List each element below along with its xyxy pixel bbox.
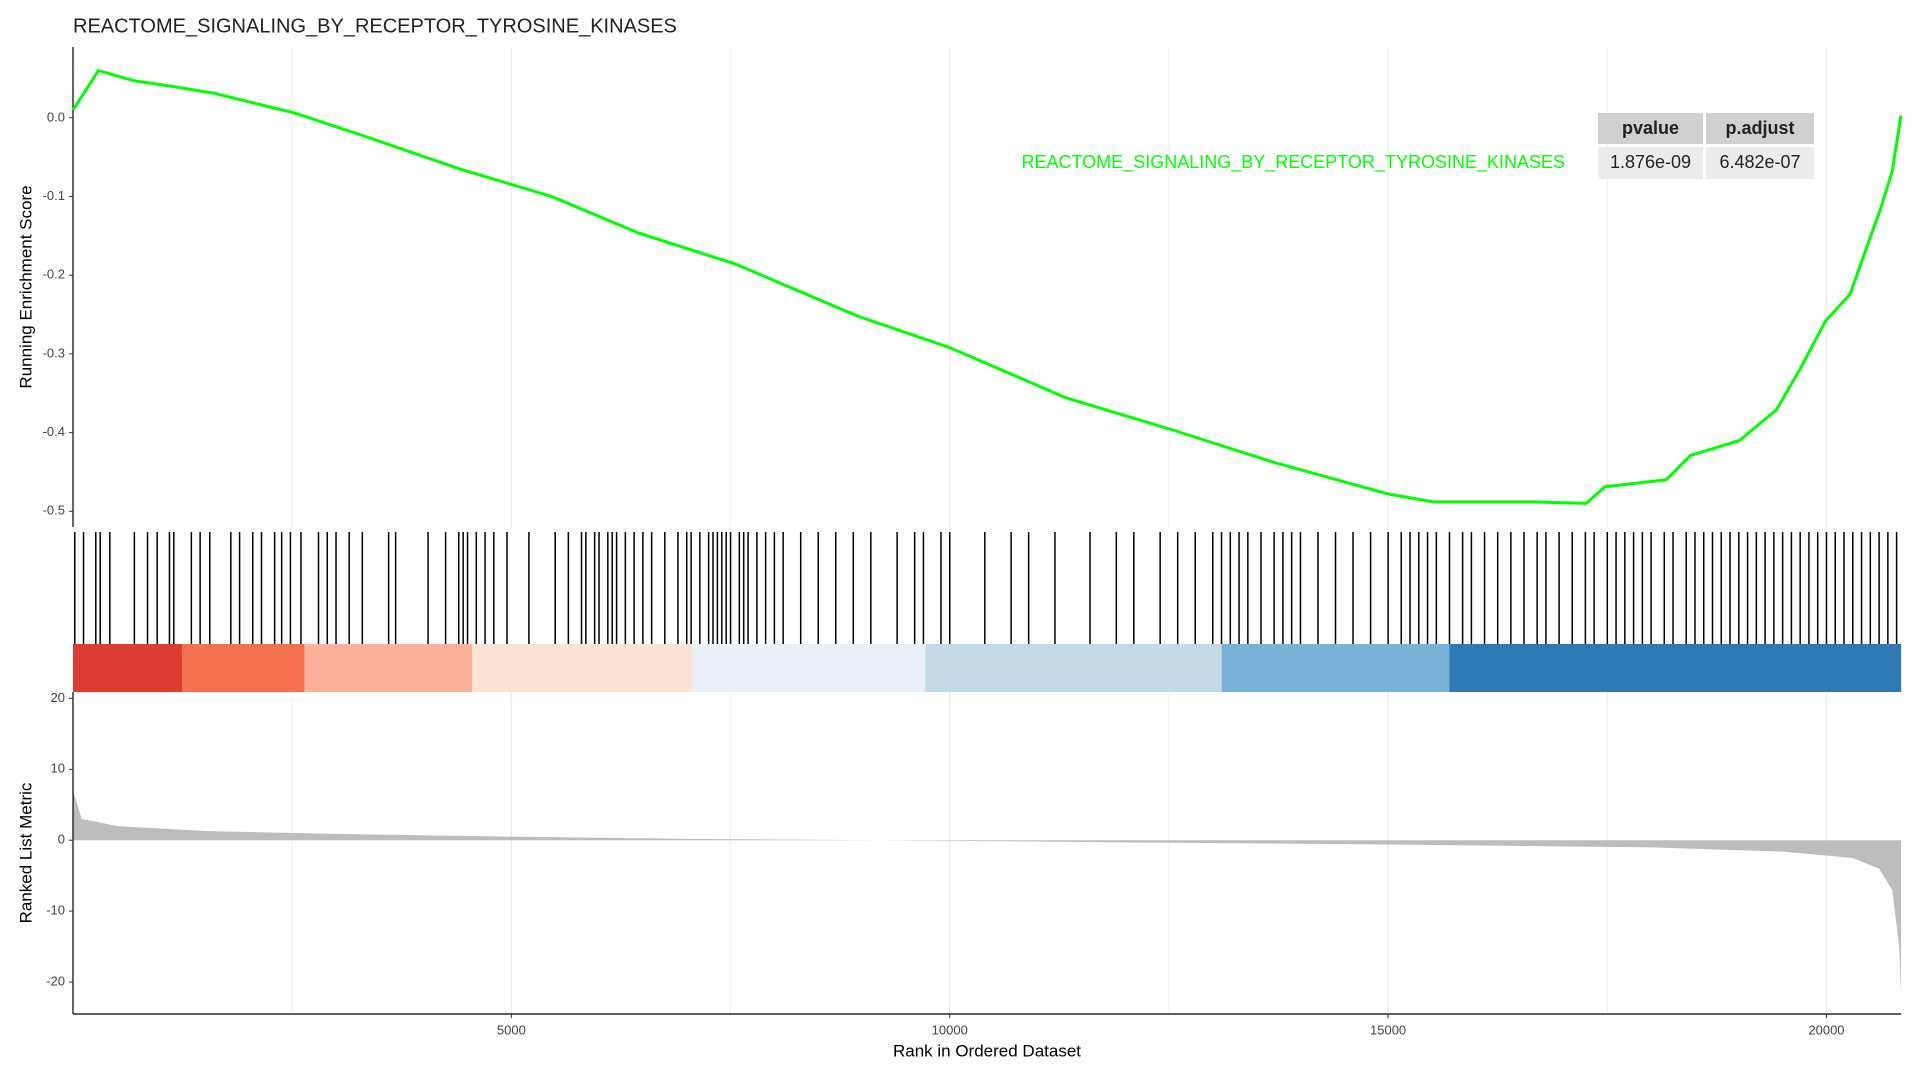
y-axis-title: Ranked List Metric [16, 782, 35, 923]
y-tick-label: -0.4 [43, 424, 65, 439]
x-tick-label: 5000 [497, 1022, 526, 1037]
y-tick-label: -0.1 [43, 188, 65, 203]
y-axis-title: Running Enrichment Score [16, 185, 35, 388]
chart-title: REACTOME_SIGNALING_BY_RECEPTOR_TYROSINE_… [73, 15, 677, 37]
y-tick-label: -10 [46, 903, 65, 918]
y-tick-label: -0.5 [43, 503, 65, 518]
y-tick-label: -0.3 [43, 345, 65, 360]
table-header-cell [1598, 113, 1703, 144]
rank-band [925, 644, 1222, 692]
x-tick-label: 20000 [1808, 1022, 1844, 1037]
table-cell-text: 1.876e-09 [1610, 152, 1691, 172]
y-tick-label: 10 [51, 761, 65, 776]
x-tick-label: 10000 [932, 1022, 968, 1037]
es-line [71, 68, 1903, 505]
rank-band [472, 644, 693, 692]
rank-band [1221, 644, 1450, 692]
x-tick-label: 15000 [1370, 1022, 1406, 1037]
table-header-cell [1706, 113, 1814, 144]
y-tick-label: 0.0 [47, 109, 65, 124]
rank-band [73, 644, 182, 692]
table-header: pvalue [1622, 118, 1679, 138]
table-cell [1706, 147, 1814, 179]
x-axis-title: Rank in Ordered Dataset [893, 1041, 1081, 1060]
table-row-label: REACTOME_SIGNALING_BY_RECEPTOR_TYROSINE_… [1022, 152, 1566, 173]
metric-area [73, 790, 1902, 997]
table-cell [1598, 147, 1703, 179]
rank-band [304, 644, 473, 692]
y-tick-label: 20 [51, 690, 65, 705]
table-cell-text: 6.482e-07 [1719, 152, 1800, 172]
rank-band [692, 644, 926, 692]
rank-band [1449, 644, 1902, 692]
rank-band [181, 644, 305, 692]
y-tick-label: -0.2 [43, 267, 65, 282]
y-tick-label: -20 [46, 974, 65, 989]
table-header: p.adjust [1725, 118, 1794, 138]
y-tick-label: 0 [58, 832, 65, 847]
